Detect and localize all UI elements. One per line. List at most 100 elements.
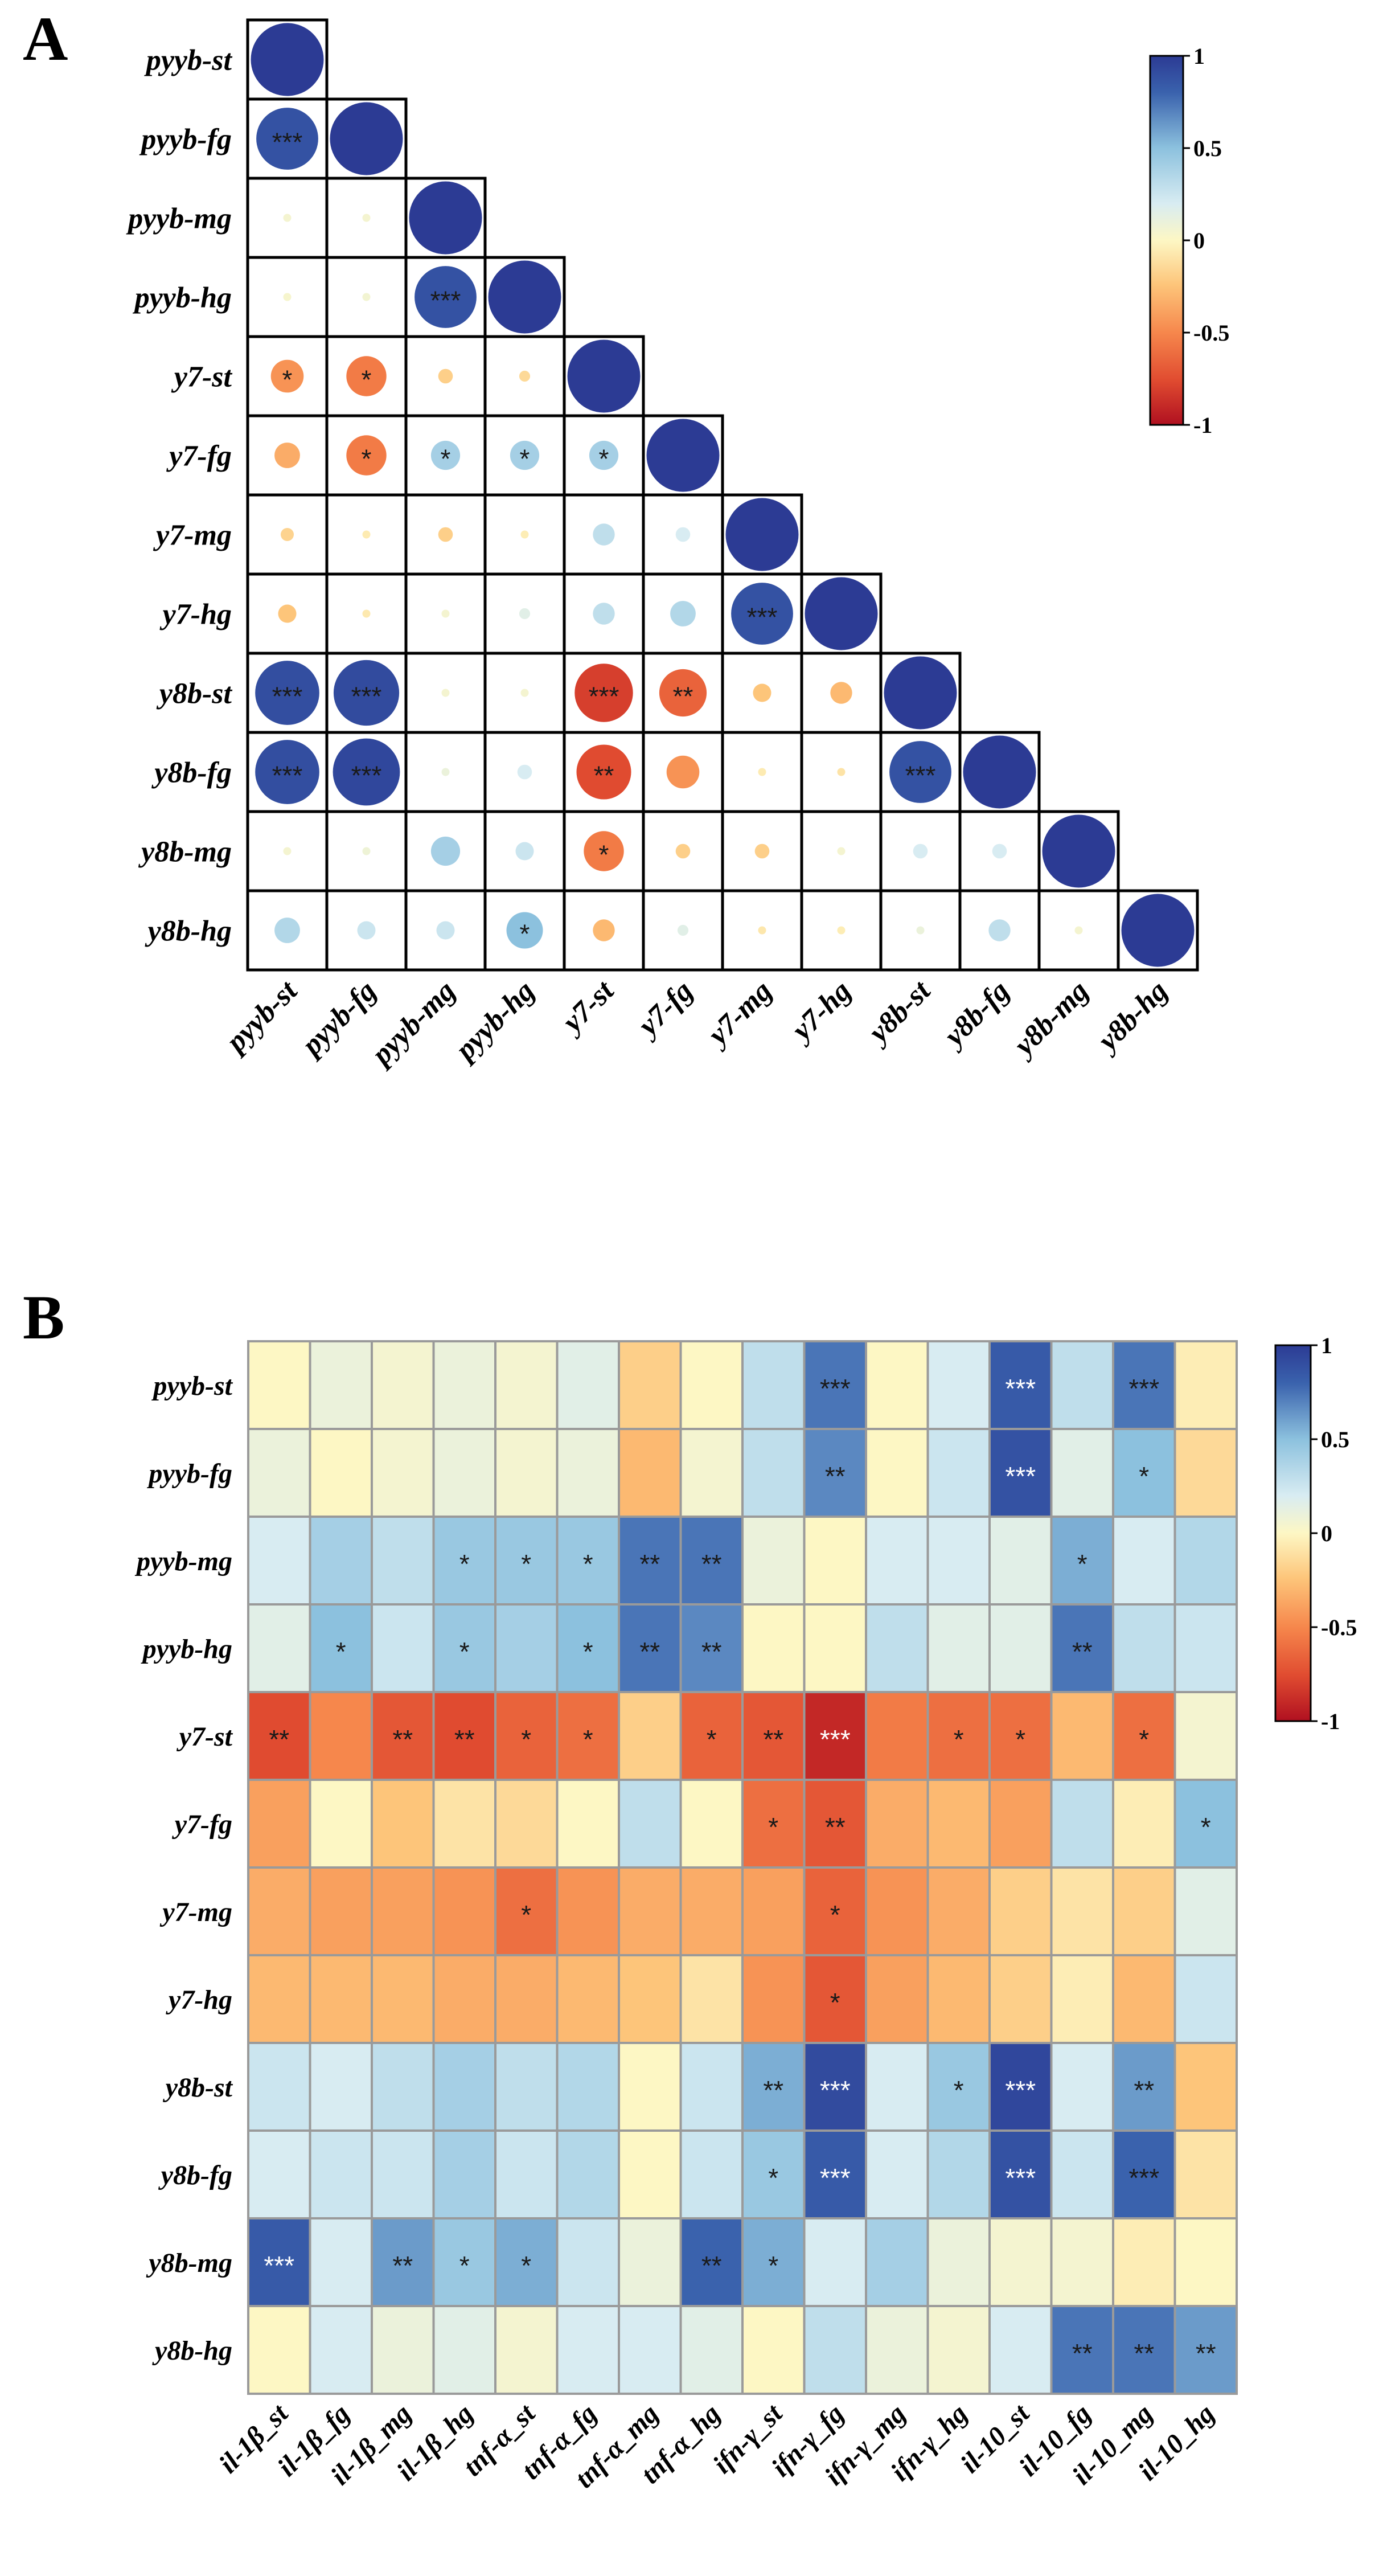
matrix-a-circle [1074, 926, 1083, 935]
heatmap-b-cell [618, 1691, 682, 1781]
matrix-a-significance: * [520, 919, 530, 949]
heatmap-b-cell [494, 1603, 559, 1693]
heatmap-b-significance: * [583, 1637, 593, 1666]
heatmap-b-cell [803, 1779, 867, 1869]
heatmap-b-cell [247, 1516, 311, 1606]
heatmap-b-cell [618, 2129, 682, 2219]
heatmap-b-cell [988, 1516, 1053, 1606]
heatmap-b-cell [865, 1866, 929, 1956]
heatmap-b-cell [556, 2217, 620, 2307]
heatmap-b-cell [741, 1603, 806, 1693]
matrix-a-circle [362, 293, 371, 301]
heatmap-b-significance: *** [820, 1374, 851, 1403]
heatmap-b-cell [371, 1428, 435, 1518]
heatmap-b-cell [741, 1954, 806, 2044]
heatmap-b-cell [618, 1340, 682, 1430]
heatmap-b-cell [247, 1866, 311, 1956]
heatmap-b-cell [741, 1691, 806, 1781]
matrix-a-significance: *** [430, 286, 461, 316]
heatmap-b-cell [865, 2129, 929, 2219]
heatmap-b-significance: * [521, 1549, 531, 1579]
matrix-a-significance: * [362, 444, 372, 474]
heatmap-b-cell [494, 1340, 559, 1430]
heatmap-b-cell [803, 2305, 867, 2395]
heatmap-b-row-label: pyyb-st [151, 1371, 233, 1401]
heatmap-b-cell [803, 2217, 867, 2307]
matrix-a-row-label: y8b-fg [151, 757, 232, 789]
heatmap-b-cell [432, 2042, 496, 2132]
heatmap-b-cell [1173, 1779, 1238, 1869]
heatmap-b-cell [1050, 1779, 1114, 1869]
matrix-a-circle [357, 921, 376, 940]
heatmap-b-row-label: y8b-mg [146, 2248, 232, 2278]
heatmap-b-cell [926, 1516, 991, 1606]
heatmap-b-row-label: pyyb-mg [134, 1546, 232, 1576]
heatmap-b-cell [1050, 1428, 1114, 1518]
panel-a-colorbar: 1 0.5 0 -0.5 -1 [1149, 43, 1229, 438]
matrix-a-circle [589, 440, 619, 470]
colorbar-b-tick-label: 1 [1321, 1333, 1332, 1358]
panel-b-letter: B [23, 1283, 64, 1352]
matrix-a-circle [255, 740, 319, 804]
matrix-a-circle [731, 583, 793, 645]
matrix-a-circle [506, 912, 543, 949]
colorbar-a-tick-label: 0 [1193, 228, 1205, 253]
heatmap-b-cell [247, 1779, 311, 1869]
heatmap-b-cell [1050, 1866, 1114, 1956]
heatmap-b-significance: ** [763, 2075, 783, 2105]
heatmap-b-significance: * [768, 1812, 778, 1842]
heatmap-b-cell [247, 1603, 311, 1693]
heatmap-b-cell [556, 2305, 620, 2395]
matrix-a-circle [754, 843, 770, 859]
colorbar-a-tick-label: 0.5 [1193, 136, 1222, 161]
heatmap-b-significance: ** [1196, 2339, 1216, 2368]
heatmap-b-significance: *** [820, 2075, 851, 2105]
heatmap-b-cell [371, 1954, 435, 2044]
heatmap-b-cell [679, 1603, 744, 1693]
heatmap-b-cell [371, 1779, 435, 1869]
heatmap-b-cell [618, 1428, 682, 1518]
matrix-a-circle [436, 921, 455, 940]
matrix-a-circle [441, 768, 450, 776]
heatmap-b-cell [309, 1779, 373, 1869]
matrix-a-circle [520, 530, 529, 539]
matrix-a-significance: ** [673, 682, 693, 711]
heatmap-b-cell [371, 1603, 435, 1693]
heatmap-b-row-label: y8b-st [163, 2073, 233, 2103]
matrix-a-col-label: y8b-hg [1089, 974, 1174, 1059]
matrix-a-circle [255, 661, 319, 725]
heatmap-b-cell [494, 1428, 559, 1518]
heatmap-b-cell [865, 1340, 929, 1430]
heatmap-b-cell [1112, 1779, 1176, 1869]
heatmap-b-cell [556, 1516, 620, 1606]
heatmap-b-cell [926, 1428, 991, 1518]
heatmap-b-cell [865, 1516, 929, 1606]
matrix-a-circle [675, 843, 691, 859]
heatmap-b-cell [494, 1866, 559, 1956]
matrix-a-circle [330, 102, 403, 175]
heatmap-b-cell [988, 1603, 1053, 1693]
heatmap-b-significance: * [583, 1549, 593, 1579]
heatmap-b-cell [865, 2217, 929, 2307]
heatmap-b-cell [432, 1428, 496, 1518]
heatmap-b-cell [247, 2042, 311, 2132]
panel-a-letter: A [23, 4, 68, 73]
matrix-a-circle [510, 440, 540, 470]
heatmap-b-cell [1173, 1603, 1238, 1693]
matrix-a-significance: *** [272, 128, 303, 157]
heatmap-b-cell [803, 1516, 867, 1606]
heatmap-b-significance: * [521, 1725, 531, 1754]
heatmap-b-cell [247, 2305, 311, 2395]
heatmap-b-significance: * [768, 2163, 778, 2193]
heatmap-b-cell [926, 1954, 991, 2044]
heatmap-b-cell [926, 2217, 991, 2307]
heatmap-b-cell [679, 2042, 744, 2132]
heatmap-b-cell [1050, 2129, 1114, 2219]
heatmap-b-cell [309, 1340, 373, 1430]
matrix-a-cell [325, 414, 408, 497]
matrix-a-circle [753, 683, 771, 702]
heatmap-b-cell [1112, 1603, 1176, 1693]
heatmap-b-cell [679, 2217, 744, 2307]
heatmap-b-cell [494, 2129, 559, 2219]
